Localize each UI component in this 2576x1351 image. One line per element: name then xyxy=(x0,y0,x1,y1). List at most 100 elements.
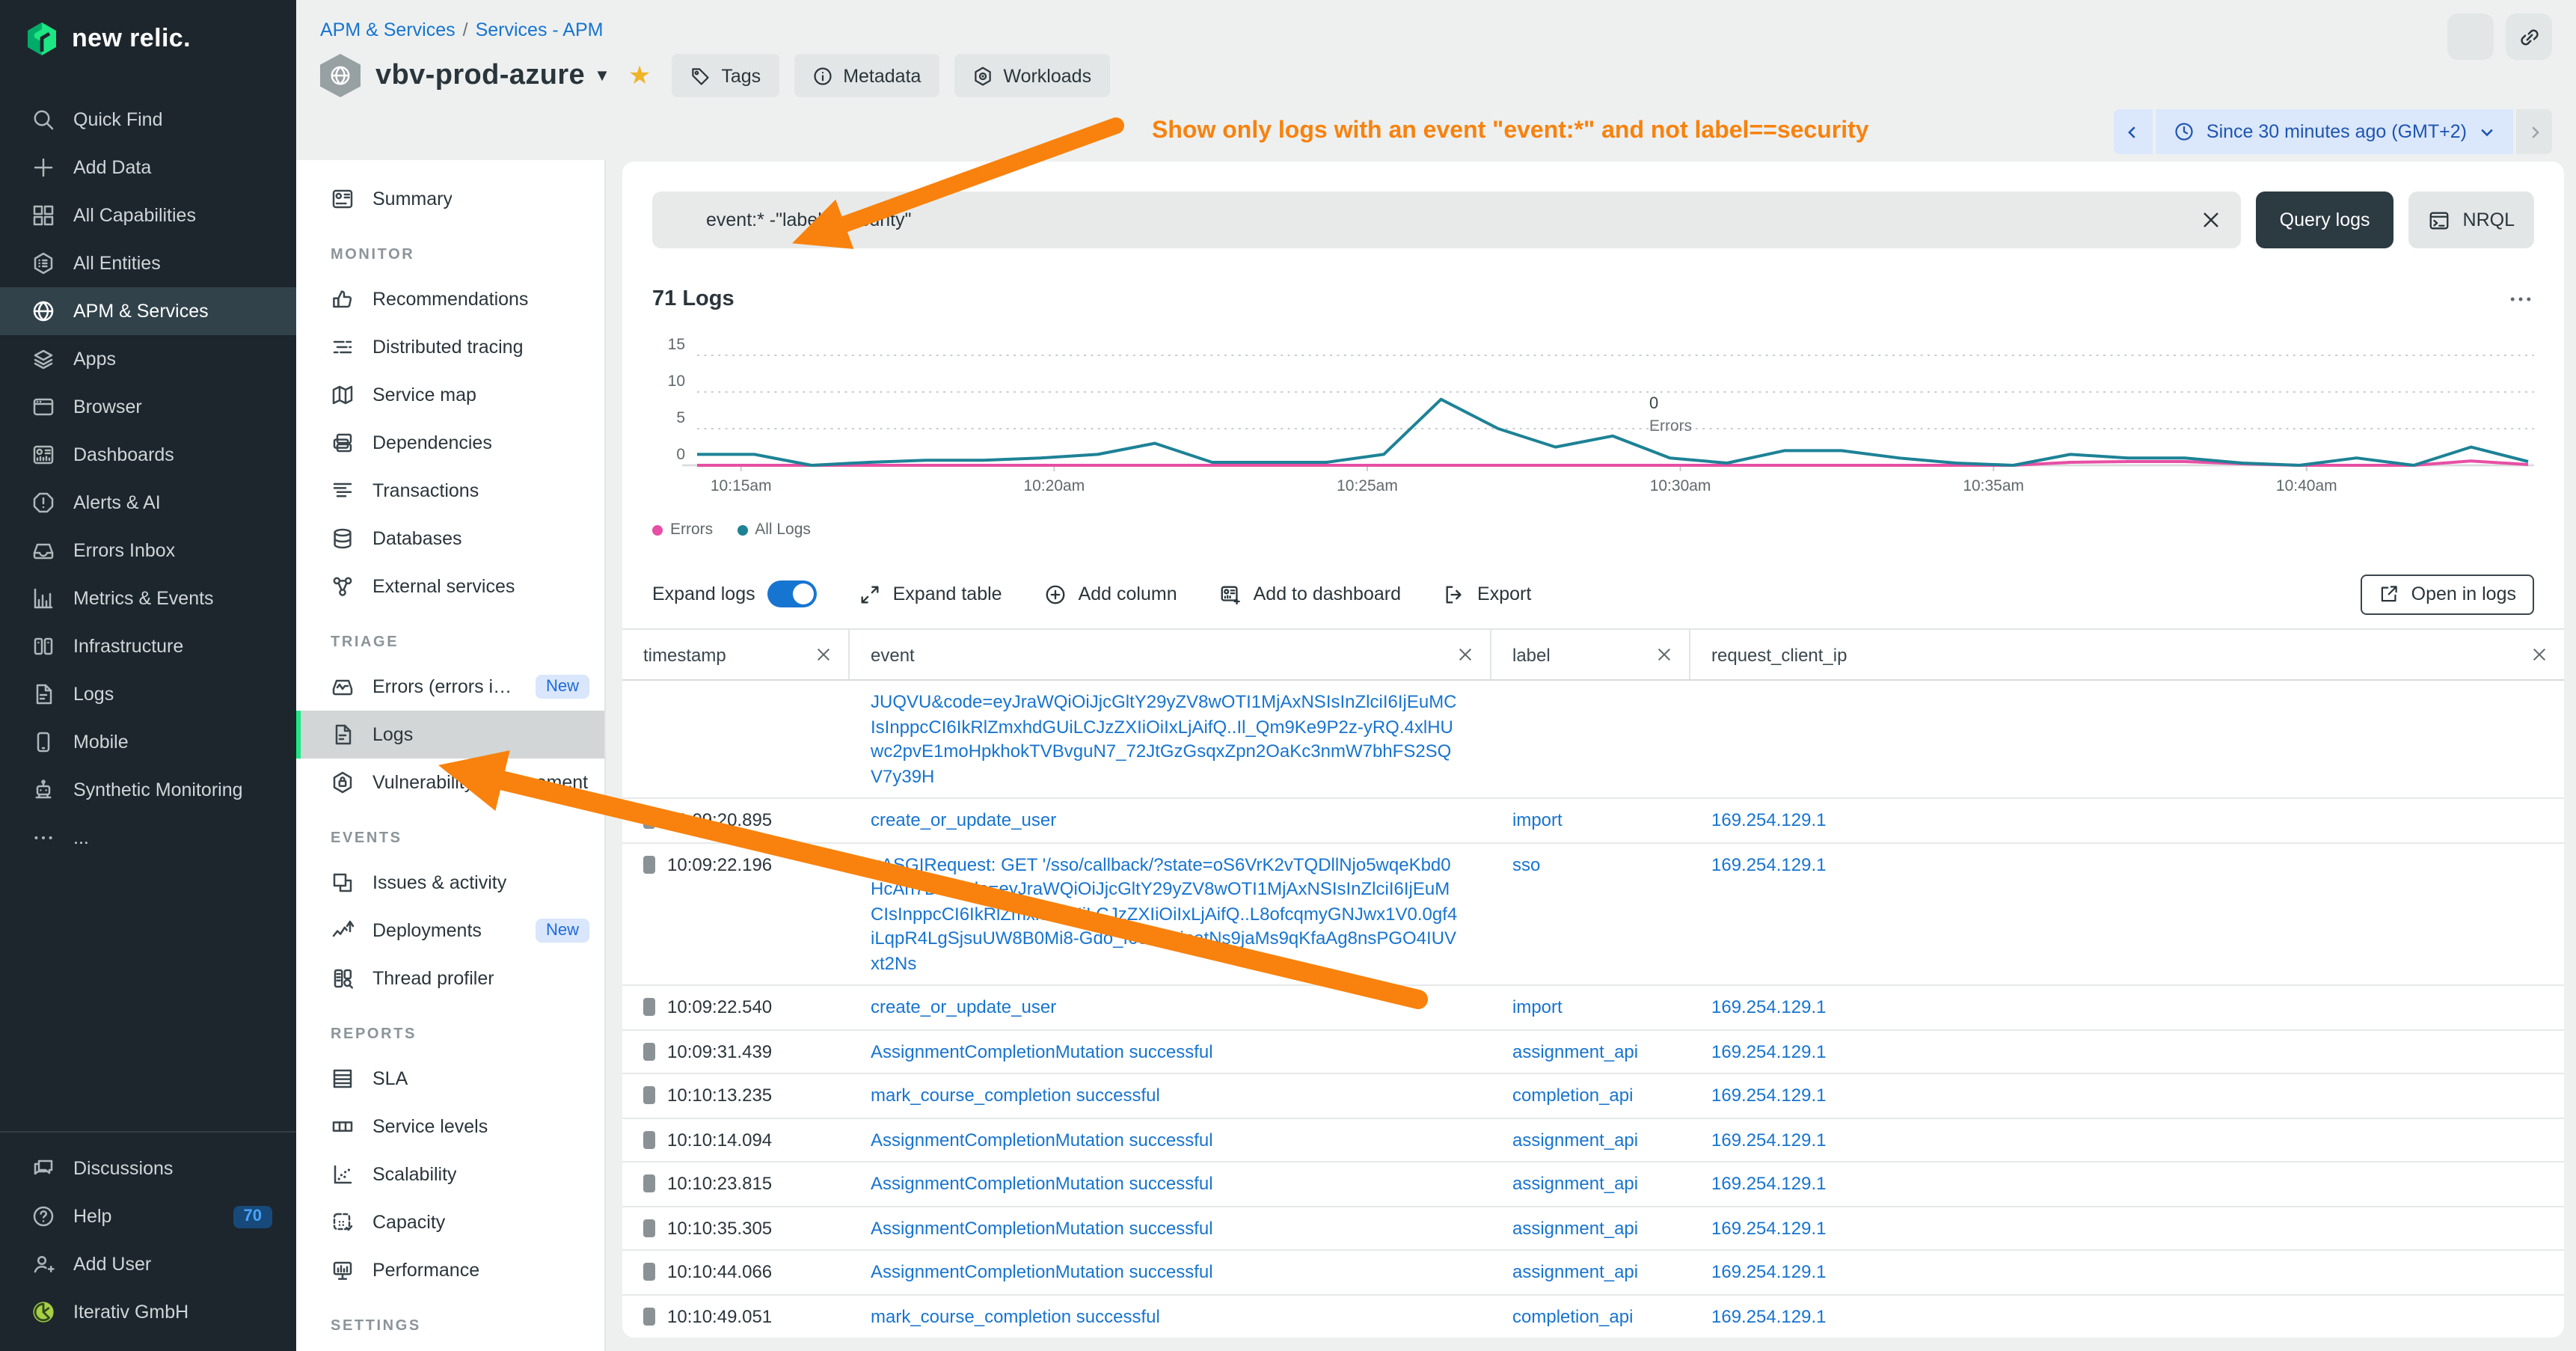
expand-table-button[interactable]: Expand table xyxy=(859,583,1002,605)
open-in-logs-button[interactable]: Open in logs xyxy=(2361,574,2534,614)
sidebar-item-all-entities[interactable]: All Entities xyxy=(0,239,296,287)
sidebar-item-logs[interactable]: Logs xyxy=(0,670,296,718)
time-forward-button[interactable] xyxy=(2516,109,2552,154)
log-row-3[interactable]: 10:09:22.540create_or_update_userimport1… xyxy=(622,986,2564,1030)
log-event-link[interactable]: create_or_update_user xyxy=(871,809,1056,830)
subnav-item-errors-errors-inb[interactable]: Errors (errors inb...New xyxy=(296,663,604,711)
remove-column-icon[interactable] xyxy=(1655,645,1674,664)
subnav-item-recommendations[interactable]: Recommendations xyxy=(296,275,604,323)
subnav-item-service-levels[interactable]: Service levels xyxy=(296,1103,604,1151)
log-row-0[interactable]: JUQVU&code=eyJraWQiOiJjcGltY29yZV8wOTI1M… xyxy=(622,681,2564,799)
log-label-link[interactable]: import xyxy=(1512,809,1563,830)
log-label-link[interactable]: import xyxy=(1512,996,1563,1017)
log-ip-link[interactable]: 169.254.129.1 xyxy=(1711,809,1827,830)
subnav-item-external-services[interactable]: External services xyxy=(296,563,604,610)
log-ip-link[interactable]: 169.254.129.1 xyxy=(1711,1261,1827,1282)
remove-column-icon[interactable] xyxy=(2530,645,2549,664)
log-event-link[interactable]: create_or_update_user xyxy=(871,996,1056,1017)
log-label-link[interactable]: assignment_api xyxy=(1512,1217,1638,1238)
subnav-item-databases[interactable]: Databases xyxy=(296,515,604,563)
log-row-4[interactable]: 10:09:31.439AssignmentCompletionMutation… xyxy=(622,1030,2564,1074)
clear-query-icon[interactable] xyxy=(2199,208,2223,232)
time-back-button[interactable] xyxy=(2114,109,2153,154)
log-ip-link[interactable]: 169.254.129.1 xyxy=(1711,1305,1827,1326)
log-label-link[interactable]: assignment_api xyxy=(1512,1173,1638,1194)
sidebar-item-all-capabilities[interactable]: All Capabilities xyxy=(0,192,296,239)
more-options-icon[interactable] xyxy=(2507,286,2534,313)
sidebar-item-dashboards[interactable]: Dashboards xyxy=(0,431,296,479)
subnav-item-summary[interactable]: Summary xyxy=(296,175,604,223)
sidebar-item-infrastructure[interactable]: Infrastructure xyxy=(0,622,296,670)
workloads-button[interactable]: Workloads xyxy=(954,54,1109,97)
log-event-link[interactable]: AssignmentCompletionMutation successful xyxy=(871,1217,1213,1238)
log-row-9[interactable]: 10:10:44.066AssignmentCompletionMutation… xyxy=(622,1251,2564,1295)
log-ip-link[interactable]: 169.254.129.1 xyxy=(1711,996,1827,1017)
tags-button[interactable]: Tags xyxy=(672,54,779,97)
log-label-link[interactable]: assignment_api xyxy=(1512,1129,1638,1150)
export-button[interactable]: Export xyxy=(1443,583,1531,605)
sidebar-item-apm-services[interactable]: APM & Services xyxy=(0,287,296,335)
subnav-item-distributed-tracing[interactable]: Distributed tracing xyxy=(296,323,604,371)
log-row-8[interactable]: 10:10:35.305AssignmentCompletionMutation… xyxy=(622,1207,2564,1251)
add-column-button[interactable]: Add column xyxy=(1044,583,1177,605)
log-event-link[interactable]: AssignmentCompletionMutation successful xyxy=(871,1041,1213,1062)
subnav-item-thread-profiler[interactable]: Thread profiler xyxy=(296,955,604,1002)
subnav-item-service-map[interactable]: Service map xyxy=(296,371,604,419)
copy-link-button[interactable] xyxy=(2506,13,2552,60)
log-query-input[interactable] xyxy=(706,209,2186,230)
subnav-item-vulnerability-management[interactable]: Vulnerability Management xyxy=(296,759,604,806)
subnav-item-performance[interactable]: Performance xyxy=(296,1246,604,1294)
log-label-link[interactable]: completion_api xyxy=(1512,1305,1633,1326)
subnav-item-deployments[interactable]: DeploymentsNew xyxy=(296,907,604,955)
sidebar-item-synthetic-monitoring[interactable]: Synthetic Monitoring xyxy=(0,766,296,814)
sidebar-item-discussions[interactable]: Discussions xyxy=(0,1145,296,1192)
log-event-link[interactable]: JUQVU&code=eyJraWQiOiJjcGltY29yZV8wOTI1M… xyxy=(871,691,1457,786)
log-ip-link[interactable]: 169.254.129.1 xyxy=(1711,1129,1827,1150)
log-label-link[interactable]: completion_api xyxy=(1512,1085,1633,1106)
sidebar-item-item[interactable]: ... xyxy=(0,814,296,862)
log-ip-link[interactable]: 169.254.129.1 xyxy=(1711,1041,1827,1062)
log-row-5[interactable]: 10:10:13.235mark_course_completion succe… xyxy=(622,1074,2564,1118)
log-label-link[interactable]: assignment_api xyxy=(1512,1041,1638,1062)
log-ip-link[interactable]: 169.254.129.1 xyxy=(1711,1173,1827,1194)
log-label-link[interactable]: assignment_api xyxy=(1512,1261,1638,1282)
log-row-2[interactable]: 10:09:22.196<ASGIRequest: GET '/sso/call… xyxy=(622,843,2564,986)
entity-dropdown-caret-icon[interactable]: ▼ xyxy=(594,67,610,85)
remove-column-icon[interactable] xyxy=(814,645,833,664)
log-ip-link[interactable]: 169.254.129.1 xyxy=(1711,1085,1827,1106)
sidebar-item-help[interactable]: Help70 xyxy=(0,1192,296,1240)
log-event-link[interactable]: mark_course_completion successful xyxy=(871,1305,1160,1326)
subnav-item-sla[interactable]: SLA xyxy=(296,1055,604,1103)
sidebar-item-iterativ-gmbh[interactable]: Iterativ GmbH xyxy=(0,1288,296,1336)
sidebar-item-add-user[interactable]: Add User xyxy=(0,1240,296,1288)
help-button[interactable] xyxy=(2447,13,2494,60)
query-logs-button[interactable]: Query logs xyxy=(2256,192,2394,248)
log-row-1[interactable]: 10:09:20.895create_or_update_userimport1… xyxy=(622,799,2564,843)
favorite-star-icon[interactable]: ★ xyxy=(628,61,651,91)
log-row-10[interactable]: 10:10:49.051mark_course_completion succe… xyxy=(622,1295,2564,1338)
legend-item-errors[interactable]: Errors xyxy=(652,521,713,539)
subnav-item-issues-activity[interactable]: Issues & activity xyxy=(296,859,604,907)
log-label-link[interactable]: sso xyxy=(1512,854,1540,874)
sidebar-item-browser[interactable]: Browser xyxy=(0,383,296,431)
sidebar-item-metrics-events[interactable]: Metrics & Events xyxy=(0,575,296,622)
remove-column-icon[interactable] xyxy=(1456,645,1475,664)
newrelic-logo[interactable]: new relic. xyxy=(0,0,296,72)
breadcrumb-link-apm[interactable]: APM & Services xyxy=(320,19,456,40)
log-ip-link[interactable]: 169.254.129.1 xyxy=(1711,1217,1827,1238)
log-event-link[interactable]: <ASGIRequest: GET '/sso/callback/?state=… xyxy=(871,854,1457,973)
subnav-item-transactions[interactable]: Transactions xyxy=(296,467,604,515)
subnav-item-dependencies[interactable]: Dependencies xyxy=(296,419,604,467)
log-event-link[interactable]: AssignmentCompletionMutation successful xyxy=(871,1129,1213,1150)
metadata-button[interactable]: Metadata xyxy=(794,54,939,97)
log-event-link[interactable]: mark_course_completion successful xyxy=(871,1085,1160,1106)
sidebar-item-quick-find[interactable]: Quick Find xyxy=(0,96,296,144)
sidebar-item-add-data[interactable]: Add Data xyxy=(0,144,296,192)
nrql-button[interactable]: NRQL xyxy=(2409,192,2534,248)
log-row-7[interactable]: 10:10:23.815AssignmentCompletionMutation… xyxy=(622,1162,2564,1207)
log-event-link[interactable]: AssignmentCompletionMutation successful xyxy=(871,1261,1213,1282)
subnav-item-scalability[interactable]: Scalability xyxy=(296,1151,604,1198)
legend-item-all-logs[interactable]: All Logs xyxy=(737,521,811,539)
subnav-item-capacity[interactable]: Capacity xyxy=(296,1198,604,1246)
log-row-6[interactable]: 10:10:14.094AssignmentCompletionMutation… xyxy=(622,1118,2564,1162)
